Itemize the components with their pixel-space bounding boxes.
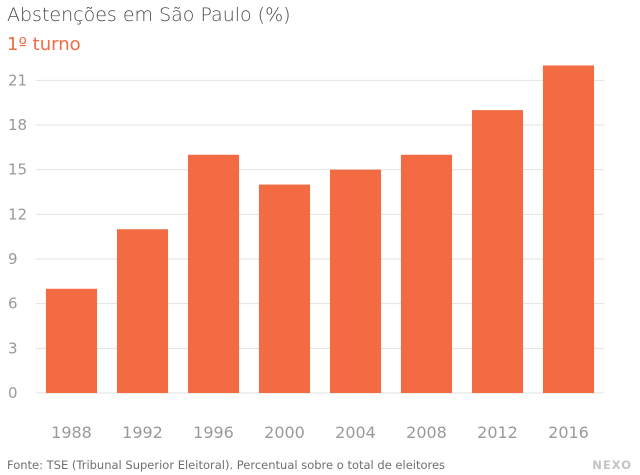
bar [542, 65, 595, 393]
source-note: Fonte: TSE (Tribunal Superior Eleitoral)… [7, 458, 446, 472]
chart-subtitle: 1º turno [7, 34, 81, 55]
x-tick-label: 2016 [548, 423, 589, 442]
brand-logo: NEXO [592, 458, 632, 472]
bar [187, 154, 240, 393]
y-tick-label: 21 [8, 71, 27, 89]
bar [471, 110, 524, 393]
bar [45, 288, 98, 393]
bar [116, 229, 169, 393]
y-tick-label: 18 [8, 116, 27, 134]
chart-title: Abstenções em São Paulo (%) [7, 4, 291, 26]
y-tick-label: 3 [8, 339, 18, 357]
x-tick-label: 1988 [51, 423, 92, 442]
x-tick-label: 2012 [477, 423, 518, 442]
x-tick-label: 1996 [193, 423, 234, 442]
x-tick-label: 2008 [406, 423, 447, 442]
y-tick-label: 6 [8, 295, 18, 313]
y-tick-label: 15 [8, 161, 27, 179]
bar [329, 169, 382, 393]
y-axis: 0 3 6 9 12 15 18 21 [8, 71, 27, 402]
x-axis: 1988 1992 1996 2000 2004 2008 2012 2016 [51, 423, 589, 442]
x-tick-label: 1992 [122, 423, 163, 442]
x-tick-label: 2004 [335, 423, 376, 442]
bar [258, 184, 311, 393]
y-tick-label: 9 [8, 250, 18, 268]
y-tick-label: 0 [8, 384, 18, 402]
bar [400, 154, 453, 393]
y-tick-label: 12 [8, 205, 27, 223]
x-tick-label: 2000 [264, 423, 305, 442]
bars [45, 65, 595, 393]
